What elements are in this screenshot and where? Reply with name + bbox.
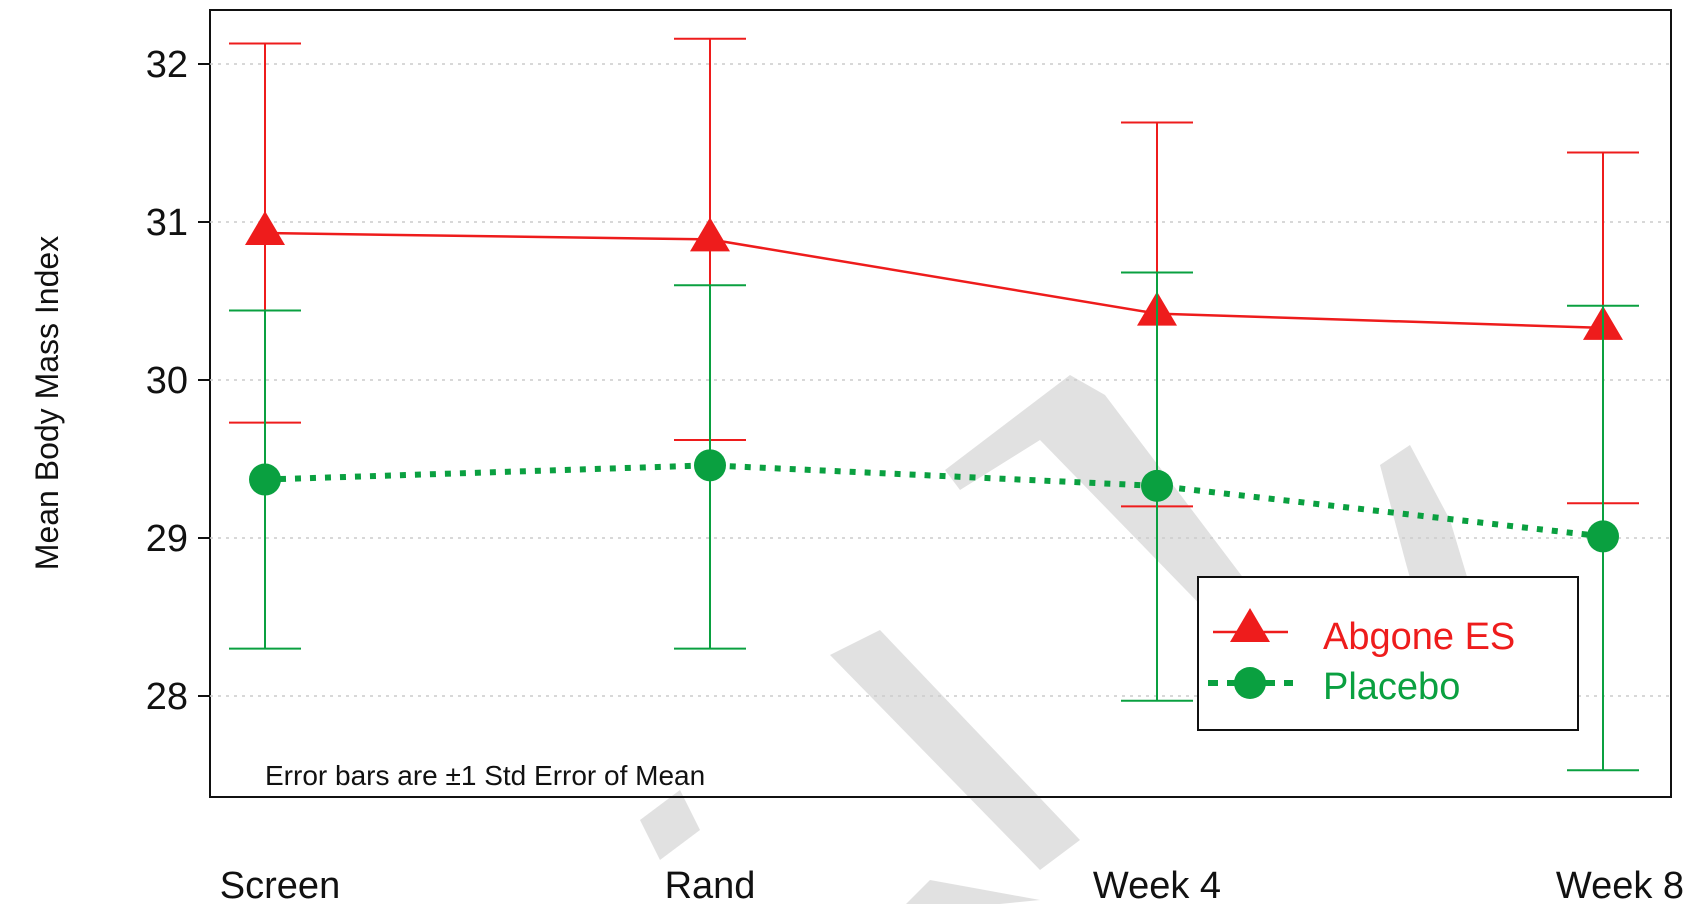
series-placebo <box>229 271 1639 772</box>
legend-marker-placebo <box>1234 667 1266 699</box>
x-tick-label: Rand <box>665 865 756 904</box>
data-point-circle <box>1587 520 1619 553</box>
data-point-triangle <box>690 217 730 252</box>
x-tick-label: Week 8 <box>1556 865 1684 904</box>
y-tick-label: 32 <box>146 44 188 86</box>
legend-marker-abgone-es <box>1230 608 1270 642</box>
error-bar-note: Error bars are ±1 Std Error of Mean <box>265 760 705 791</box>
series-layer <box>229 37 1639 772</box>
y-axis-label: Mean Body Mass Index <box>29 236 65 570</box>
legend-box <box>1197 576 1579 731</box>
series-abgone-es <box>229 37 1639 508</box>
data-point-circle <box>1141 469 1173 502</box>
legend: Abgone ES Placebo <box>1197 576 1579 731</box>
x-tick-label: Screen <box>220 865 340 904</box>
legend-label-placebo: Placebo <box>1323 666 1460 708</box>
y-tick-label: 30 <box>146 360 188 402</box>
x-tick-label: Week 4 <box>1093 865 1221 904</box>
legend-label-abgone-es: Abgone ES <box>1323 616 1515 658</box>
y-axis: 28 29 30 31 32 <box>146 44 210 718</box>
plot-frame <box>209 9 1672 798</box>
y-tick-label: 29 <box>146 518 188 560</box>
x-axis: Screen Rand Week 4 Week 8 <box>220 865 1684 904</box>
y-tick-label: 28 <box>146 676 188 718</box>
legend-entry-placebo <box>1208 667 1293 699</box>
data-point-circle <box>694 449 726 482</box>
data-point-circle <box>249 463 281 496</box>
data-point-triangle <box>245 211 285 246</box>
series-line <box>264 231 1604 330</box>
y-tick-label: 31 <box>146 202 188 244</box>
legend-entry-abgone-es <box>1213 608 1288 642</box>
